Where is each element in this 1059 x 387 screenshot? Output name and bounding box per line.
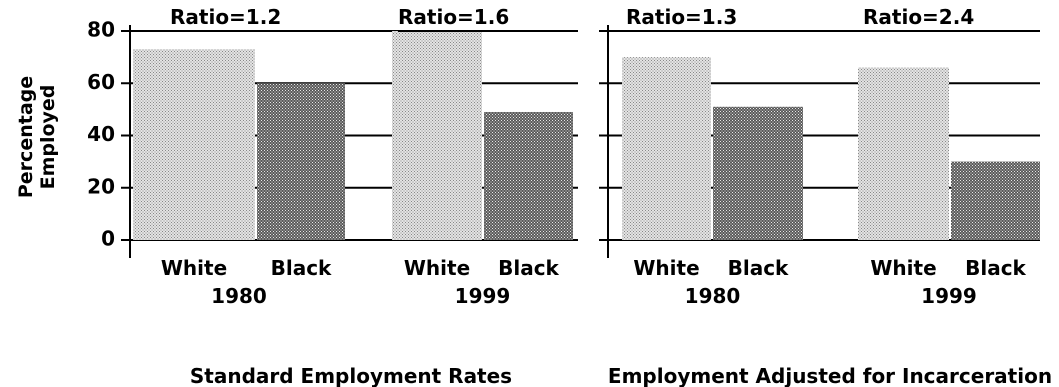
panel-title: Standard Employment Rates (190, 364, 512, 387)
y-tick-label: 40 (87, 122, 115, 146)
bar-black-1980 (713, 106, 803, 240)
year-label: 1980 (211, 284, 267, 308)
category-label: White (404, 256, 470, 280)
y-tick-label: 0 (101, 227, 115, 251)
bar-white-1999 (858, 67, 949, 240)
category-label: White (633, 256, 699, 280)
category-label: White (161, 256, 227, 280)
y-tick-label: 80 (87, 18, 115, 42)
category-label: White (870, 256, 936, 280)
ratio-label: Ratio=1.6 (398, 5, 509, 29)
category-label: Black (728, 256, 789, 280)
bar-black-1980 (257, 83, 345, 240)
bar-black-1999 (951, 161, 1040, 240)
year-label: 1980 (685, 284, 741, 308)
bar-black-1999 (484, 111, 573, 240)
ratio-label: Ratio=1.2 (170, 5, 281, 29)
year-label: 1999 (921, 284, 977, 308)
bar-white-1980 (622, 57, 711, 240)
panel-title: Employment Adjusted for Incarceration (608, 364, 1052, 387)
ratio-label: Ratio=2.4 (863, 5, 974, 29)
y-axis-title-line1: Percentage (15, 76, 37, 198)
y-axis-title: Percentage Employed (15, 76, 59, 198)
y-tick-label: 20 (87, 174, 115, 198)
y-tick-label: 60 (87, 70, 115, 94)
year-label: 1999 (455, 284, 511, 308)
bar-white-1980 (133, 49, 255, 240)
category-label: Black (965, 256, 1026, 280)
category-label: Black (271, 256, 332, 280)
ratio-label: Ratio=1.3 (626, 5, 737, 29)
category-label: Black (498, 256, 559, 280)
bar-white-1999 (392, 31, 482, 240)
y-axis-title-line2: Employed (37, 85, 59, 190)
